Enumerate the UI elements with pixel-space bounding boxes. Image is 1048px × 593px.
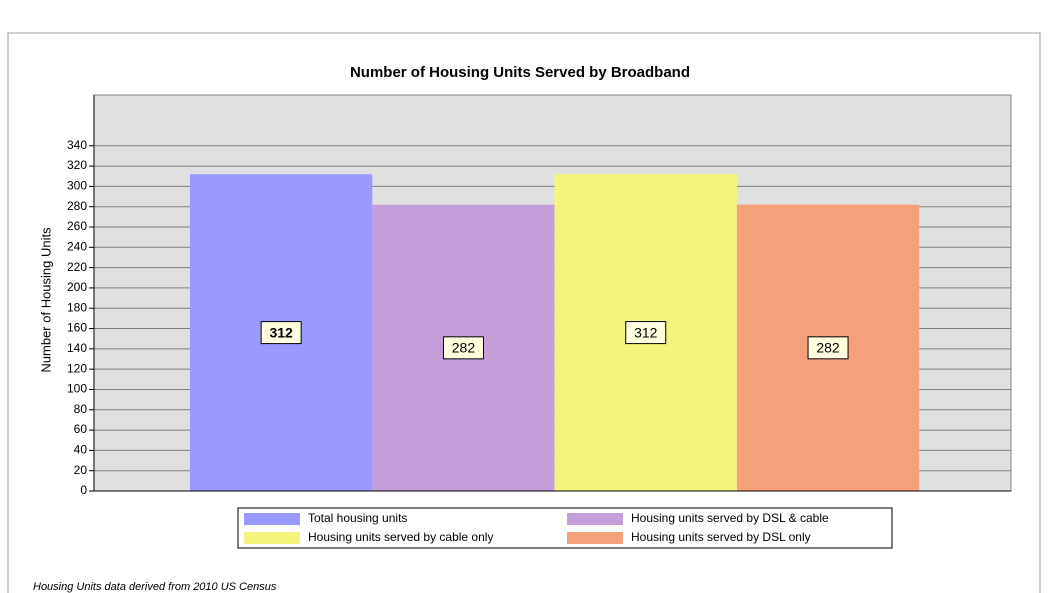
legend-swatch bbox=[567, 513, 623, 525]
y-tick-label: 40 bbox=[74, 443, 88, 457]
data-label: 282 bbox=[816, 340, 840, 356]
y-axis-label: Number of Housing Units bbox=[38, 227, 53, 373]
legend bbox=[237, 507, 893, 549]
y-tick-label: 340 bbox=[67, 138, 87, 152]
legend-swatch bbox=[244, 532, 300, 544]
data-label: 312 bbox=[634, 324, 658, 340]
legend-label: Housing units served by DSL & cable bbox=[631, 511, 829, 525]
frame bbox=[7, 32, 1041, 593]
y-tick-label: 220 bbox=[67, 260, 87, 274]
y-tick-label: 0 bbox=[80, 483, 87, 497]
data-label-box bbox=[260, 321, 302, 345]
legend-label: Housing units served by cable only bbox=[308, 530, 493, 544]
y-tick-label: 80 bbox=[74, 402, 88, 416]
y-tick-label: 120 bbox=[67, 361, 87, 375]
y-tick-label: 300 bbox=[67, 179, 87, 193]
data-label: 282 bbox=[452, 340, 476, 356]
y-tick-label: 320 bbox=[67, 158, 87, 172]
data-label: 312 bbox=[269, 324, 293, 340]
data-label-box bbox=[442, 336, 484, 360]
legend-swatch bbox=[244, 513, 300, 525]
y-tick-label: 200 bbox=[67, 280, 87, 294]
legend-swatch bbox=[567, 532, 623, 544]
y-tick-label: 180 bbox=[67, 300, 87, 314]
chart-title: Number of Housing Units Served by Broadb… bbox=[350, 64, 690, 81]
y-tick-label: 160 bbox=[67, 321, 87, 335]
data-label-box bbox=[807, 336, 849, 360]
y-tick-label: 260 bbox=[67, 219, 87, 233]
y-tick-label: 240 bbox=[67, 239, 87, 253]
y-tick-label: 140 bbox=[67, 341, 87, 355]
y-tick-label: 100 bbox=[67, 382, 87, 396]
legend-label: Total housing units bbox=[308, 511, 407, 525]
footnote: Housing Units data derived from 2010 US … bbox=[33, 581, 277, 593]
y-tick-label: 60 bbox=[74, 422, 88, 436]
data-label-box bbox=[625, 321, 667, 345]
legend-label: Housing units served by DSL only bbox=[631, 530, 811, 544]
y-tick-label: 280 bbox=[67, 199, 87, 213]
y-tick-label: 20 bbox=[74, 463, 88, 477]
